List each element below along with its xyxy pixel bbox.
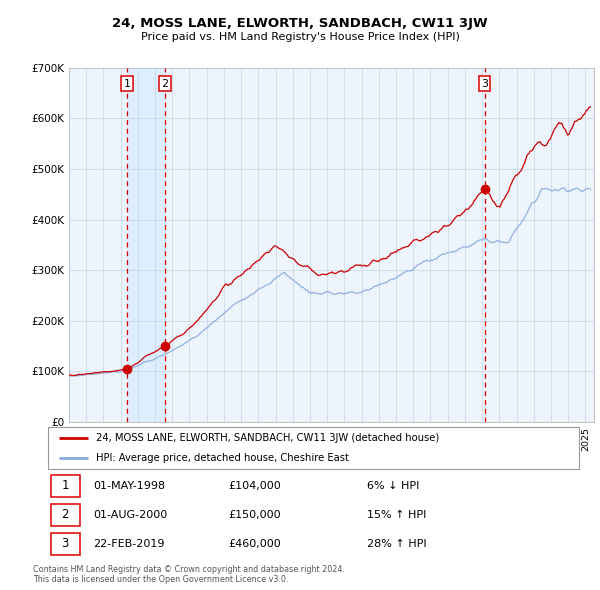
Text: 24, MOSS LANE, ELWORTH, SANDBACH, CW11 3JW (detached house): 24, MOSS LANE, ELWORTH, SANDBACH, CW11 3… (96, 433, 439, 443)
FancyBboxPatch shape (50, 504, 80, 526)
Text: This data is licensed under the Open Government Licence v3.0.: This data is licensed under the Open Gov… (33, 575, 289, 584)
Text: 01-AUG-2000: 01-AUG-2000 (93, 510, 167, 520)
FancyBboxPatch shape (50, 533, 80, 555)
Text: 3: 3 (481, 79, 488, 88)
Text: 1: 1 (124, 79, 131, 88)
FancyBboxPatch shape (50, 474, 80, 497)
FancyBboxPatch shape (48, 427, 579, 469)
Text: 24, MOSS LANE, ELWORTH, SANDBACH, CW11 3JW: 24, MOSS LANE, ELWORTH, SANDBACH, CW11 3… (112, 17, 488, 30)
Text: 28% ↑ HPI: 28% ↑ HPI (367, 539, 426, 549)
Text: 6% ↓ HPI: 6% ↓ HPI (367, 481, 419, 491)
Text: HPI: Average price, detached house, Cheshire East: HPI: Average price, detached house, Ches… (96, 453, 349, 463)
Text: 3: 3 (62, 537, 69, 550)
Text: 22-FEB-2019: 22-FEB-2019 (93, 539, 164, 549)
Text: 15% ↑ HPI: 15% ↑ HPI (367, 510, 426, 520)
Text: £460,000: £460,000 (229, 539, 281, 549)
Text: £150,000: £150,000 (229, 510, 281, 520)
Bar (127, 68, 165, 422)
Text: £104,000: £104,000 (229, 481, 281, 491)
Text: 1: 1 (62, 479, 69, 492)
Text: 01-MAY-1998: 01-MAY-1998 (93, 481, 165, 491)
Text: Contains HM Land Registry data © Crown copyright and database right 2024.: Contains HM Land Registry data © Crown c… (33, 565, 345, 574)
Text: 2: 2 (62, 508, 69, 522)
Text: Price paid vs. HM Land Registry's House Price Index (HPI): Price paid vs. HM Land Registry's House … (140, 32, 460, 42)
Text: 2: 2 (161, 79, 169, 88)
